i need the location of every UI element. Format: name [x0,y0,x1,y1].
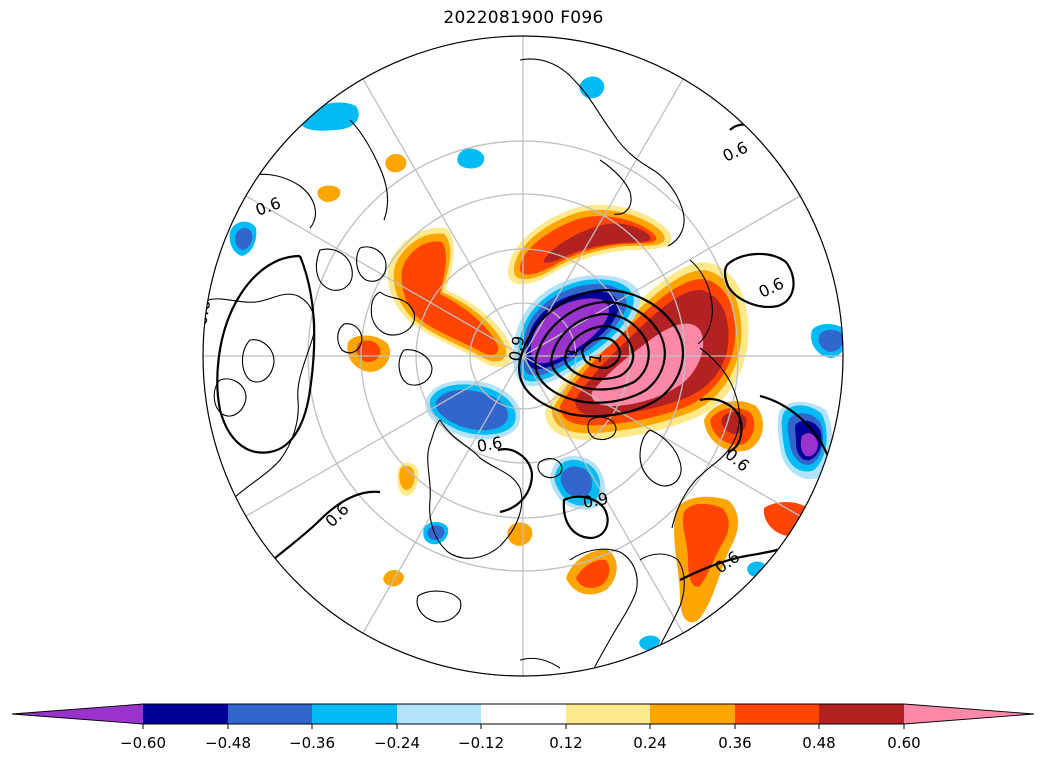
colorbar-tick-label: 0.48 [802,734,836,752]
colorbar [11,703,1035,729]
contour-label: 0.6 [191,298,214,326]
colorbar-tick-label: 0.60 [887,734,921,752]
colorbar-segment [650,704,735,724]
contour-label: 0.9 [581,489,609,512]
positive-anomaly-shading [317,154,810,623]
colorbar-segment [566,704,650,724]
colorbar-segment [143,704,228,724]
colorbar-tick-label: −0.48 [205,734,251,752]
colorbar-segment [481,704,566,724]
colorbar-tick-label: 0.24 [633,734,667,752]
map-title: 2022081900 F096 [443,8,604,28]
contour-label: 1 [585,351,605,364]
colorbar-tick-label: −0.24 [374,734,420,752]
coastlines [205,58,740,676]
map-boundary [202,35,844,677]
colorbar-segment [228,704,312,724]
colorbar-tick-label: −0.60 [120,734,166,752]
colorbar-tick-label: −0.36 [289,734,335,752]
colorbar-tick-label: −0.12 [458,734,504,752]
colorbar-tick-label: 0.12 [549,734,583,752]
contour-label: 1 [561,345,581,358]
colorbar-segment [819,704,904,724]
colorbar-segment [735,704,819,724]
colorbar-segment [312,704,397,724]
colorbar-tick-label: 0.36 [718,734,752,752]
contour-label: 0.6 [475,433,503,456]
colorbar-extend-min [12,704,143,724]
colorbar-extend-max [904,704,1034,724]
contour-label: 0.9 [505,334,528,362]
colorbar-segment [397,704,481,724]
